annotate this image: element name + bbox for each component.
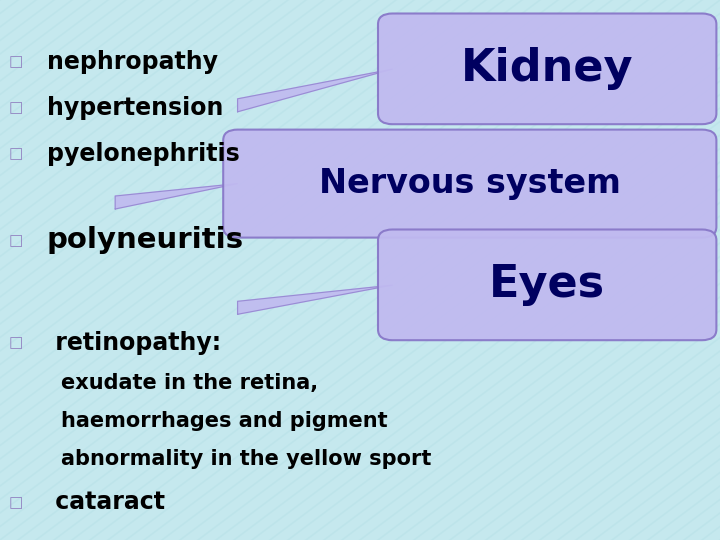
Text: □: □: [9, 495, 23, 510]
FancyBboxPatch shape: [378, 230, 716, 340]
Text: Nervous system: Nervous system: [319, 167, 621, 200]
Text: □: □: [9, 55, 23, 70]
Text: □: □: [9, 146, 23, 161]
Text: exudate in the retina,: exudate in the retina,: [61, 373, 318, 394]
Text: □: □: [9, 233, 23, 248]
Text: retinopathy:: retinopathy:: [47, 331, 221, 355]
Polygon shape: [115, 184, 238, 209]
Polygon shape: [238, 69, 392, 112]
Text: polyneuritis: polyneuritis: [47, 226, 244, 254]
Text: nephropathy: nephropathy: [47, 50, 218, 74]
Text: pyelonephritis: pyelonephritis: [47, 142, 240, 166]
Polygon shape: [238, 285, 392, 314]
Text: haemorrhages and pigment: haemorrhages and pigment: [61, 411, 388, 431]
Text: Kidney: Kidney: [461, 48, 634, 90]
Text: Eyes: Eyes: [489, 264, 606, 306]
Text: cataract: cataract: [47, 490, 165, 514]
Text: hypertension: hypertension: [47, 96, 223, 120]
Text: □: □: [9, 100, 23, 116]
FancyBboxPatch shape: [223, 130, 716, 238]
Text: abnormality in the yellow sport: abnormality in the yellow sport: [61, 449, 431, 469]
FancyBboxPatch shape: [378, 14, 716, 124]
Text: □: □: [9, 335, 23, 350]
